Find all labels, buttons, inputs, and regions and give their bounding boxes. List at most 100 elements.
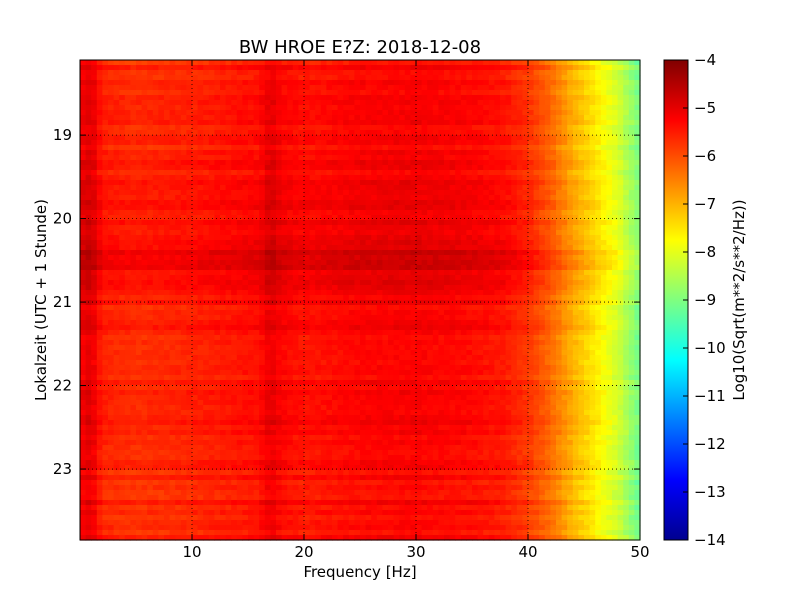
heatmap-cell	[628, 60, 635, 66]
heatmap-cell	[186, 65, 193, 71]
heatmap-cell	[488, 170, 495, 176]
heatmap-cell	[561, 150, 568, 156]
heatmap-cell	[264, 295, 271, 301]
heatmap-cell	[231, 245, 238, 251]
heatmap-cell	[91, 85, 98, 91]
heatmap-cell	[533, 290, 540, 296]
heatmap-cell	[595, 95, 602, 101]
heatmap-cell	[393, 90, 400, 96]
heatmap-cell	[455, 195, 462, 201]
heatmap-cell	[304, 120, 311, 126]
heatmap-cell	[80, 80, 87, 86]
heatmap-cell	[623, 235, 630, 241]
heatmap-cell	[578, 60, 585, 66]
heatmap-cell	[533, 260, 540, 266]
heatmap-cell	[304, 270, 311, 276]
heatmap-cell	[556, 75, 563, 81]
heatmap-cell	[460, 75, 467, 81]
heatmap-cell	[628, 105, 635, 111]
heatmap-cell	[147, 100, 154, 106]
heatmap-cell	[343, 135, 350, 141]
heatmap-cell	[214, 145, 221, 151]
heatmap-cell	[455, 70, 462, 76]
heatmap-cell	[214, 160, 221, 166]
heatmap-cell	[628, 145, 635, 151]
heatmap-cell	[152, 270, 159, 276]
heatmap-cell	[102, 300, 109, 306]
heatmap-cell	[108, 290, 115, 296]
heatmap-cell	[85, 60, 92, 66]
heatmap-cell	[533, 170, 540, 176]
heatmap-cell	[584, 120, 591, 126]
heatmap-cell	[589, 170, 596, 176]
heatmap-cell	[600, 145, 607, 151]
heatmap-cell	[455, 275, 462, 281]
heatmap-cell	[315, 105, 322, 111]
heatmap-cell	[80, 250, 87, 256]
heatmap-cell	[102, 100, 109, 106]
heatmap-cell	[612, 275, 619, 281]
heatmap-cell	[147, 200, 154, 206]
heatmap-cell	[511, 200, 518, 206]
heatmap-cell	[113, 185, 120, 191]
heatmap-cell	[561, 140, 568, 146]
heatmap-cell	[488, 60, 495, 66]
heatmap-cell	[634, 190, 641, 196]
heatmap-cell	[567, 285, 574, 291]
heatmap-cell	[124, 225, 131, 231]
heatmap-cell	[169, 190, 176, 196]
heatmap-cell	[416, 225, 423, 231]
heatmap-cell	[416, 185, 423, 191]
heatmap-cell	[528, 80, 535, 86]
heatmap-cell	[276, 120, 283, 126]
heatmap-cell	[438, 100, 445, 106]
heatmap-cell	[393, 180, 400, 186]
heatmap-cell	[572, 300, 579, 306]
heatmap-cell	[147, 235, 154, 241]
heatmap-cell	[606, 305, 613, 311]
heatmap-cell	[180, 120, 187, 126]
heatmap-cell	[623, 245, 630, 251]
heatmap-cell	[343, 130, 350, 136]
heatmap-cell	[343, 125, 350, 131]
heatmap-cell	[287, 245, 294, 251]
heatmap-cell	[438, 305, 445, 311]
heatmap-cell	[556, 250, 563, 256]
heatmap-cell	[556, 70, 563, 76]
heatmap-cell	[332, 140, 339, 146]
heatmap-cell	[483, 270, 490, 276]
heatmap-cell	[600, 100, 607, 106]
heatmap-cell	[354, 185, 361, 191]
heatmap-cell	[455, 75, 462, 81]
heatmap-cell	[410, 150, 417, 156]
heatmap-cell	[533, 225, 540, 231]
heatmap-cell	[365, 195, 372, 201]
heatmap-cell	[180, 155, 187, 161]
heatmap-cell	[404, 65, 411, 71]
heatmap-cell	[427, 105, 434, 111]
heatmap-cell	[242, 255, 249, 261]
heatmap-cell	[242, 225, 249, 231]
heatmap-cell	[416, 160, 423, 166]
heatmap-cell	[533, 255, 540, 261]
heatmap-cell	[169, 260, 176, 266]
heatmap-cell	[578, 225, 585, 231]
heatmap-cell	[225, 175, 232, 181]
heatmap-cell	[606, 235, 613, 241]
heatmap-cell	[449, 190, 456, 196]
heatmap-cell	[197, 200, 204, 206]
heatmap-cell	[298, 180, 305, 186]
heatmap-cell	[113, 60, 120, 66]
heatmap-cell	[141, 100, 148, 106]
heatmap-cell	[388, 135, 395, 141]
heatmap-cell	[197, 115, 204, 121]
heatmap-cell	[488, 200, 495, 206]
heatmap-cell	[354, 195, 361, 201]
heatmap-cell	[455, 150, 462, 156]
heatmap-cell	[449, 60, 456, 66]
heatmap-cell	[444, 190, 451, 196]
heatmap-cell	[164, 170, 171, 176]
heatmap-cell	[281, 190, 288, 196]
heatmap-cell	[348, 165, 355, 171]
heatmap-cell	[612, 190, 619, 196]
